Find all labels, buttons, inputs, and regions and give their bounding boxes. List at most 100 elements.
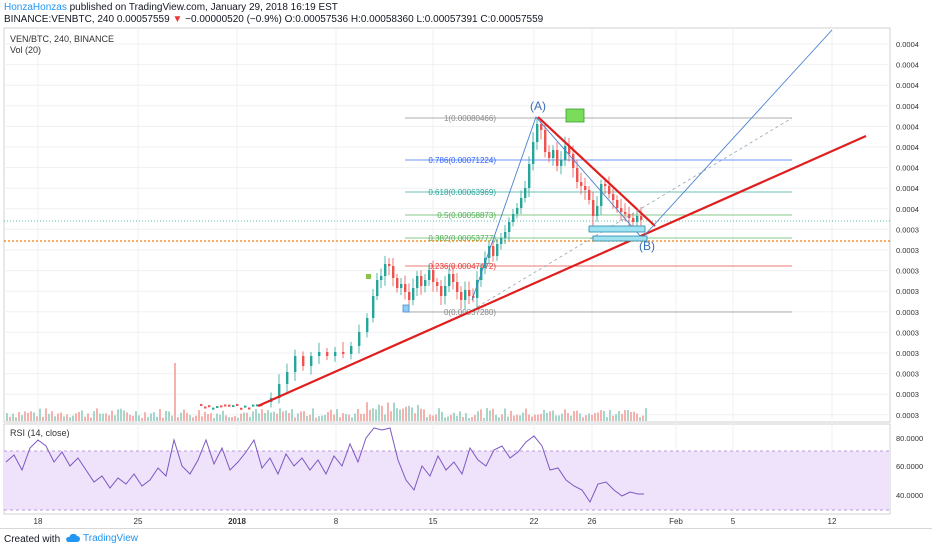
volume-bar <box>72 415 74 421</box>
price-tick-label: 0.0004 <box>896 205 919 214</box>
volume-bar <box>510 410 512 421</box>
time-tick-label: 22 <box>530 517 539 526</box>
volume-bar <box>399 409 401 421</box>
down-arrow-icon: ▼ <box>172 14 183 25</box>
price-tick-label: 0.0004 <box>896 164 919 173</box>
time-tick-label: Feb <box>669 517 683 526</box>
candle-body <box>576 168 579 182</box>
last-price: 0.00057559 <box>116 14 170 25</box>
candle-body <box>512 214 515 222</box>
volume-bar <box>333 414 335 421</box>
zone-box <box>588 225 646 233</box>
volume-bar <box>309 414 311 421</box>
candle-body <box>376 280 379 296</box>
price-tick-label: 0.0003 <box>896 246 919 255</box>
support-trendline <box>257 134 867 408</box>
volume-bar <box>477 411 479 421</box>
volume-bar <box>159 409 161 421</box>
volume-bar <box>285 410 287 421</box>
candle-body <box>286 372 289 384</box>
volume-bar <box>111 410 113 421</box>
candle-body <box>624 212 627 214</box>
price-tick-label: 0.0003 <box>896 411 919 420</box>
volume-bar <box>360 413 362 421</box>
volume-bar <box>465 413 467 421</box>
volume-bar <box>249 416 251 421</box>
volume-bar <box>117 409 119 421</box>
price-tick-label: 0.0004 <box>896 102 919 111</box>
volume-bar <box>489 410 491 421</box>
volume-bar <box>102 413 104 421</box>
volume-bar <box>624 410 626 421</box>
candle-body <box>294 356 297 372</box>
author-link[interactable]: HonzaHonzas <box>4 2 67 13</box>
fib-level-label: 0.236(0.00047472) <box>428 262 496 271</box>
candle-body <box>540 124 543 130</box>
volume-bar <box>639 417 641 421</box>
volume-bar <box>288 412 290 421</box>
candle-body <box>504 232 507 238</box>
volume-bar <box>525 408 527 421</box>
volume-bar <box>459 411 461 421</box>
volume-bar <box>306 415 308 421</box>
tradingview-cloud-icon <box>66 534 80 542</box>
volume-bar <box>504 408 506 421</box>
volume-bar <box>255 408 257 421</box>
volume-bar <box>423 409 425 421</box>
candle-body <box>616 200 619 208</box>
price-tick-label: 0.0003 <box>896 225 919 234</box>
candle-body <box>444 286 447 296</box>
volume-bar <box>345 413 347 421</box>
candle-body <box>366 318 369 332</box>
volume-bar <box>156 416 158 421</box>
rsi-tick-label: 40.0000 <box>896 491 923 500</box>
candle-body <box>408 292 411 300</box>
candle-body <box>596 206 599 216</box>
candle-body <box>508 222 511 232</box>
volume-bar <box>642 415 644 421</box>
candle-body <box>496 244 499 256</box>
volume-bar <box>498 417 500 421</box>
volume-bar <box>24 411 26 421</box>
signal-marker <box>402 304 410 313</box>
volume-bar <box>432 415 434 421</box>
volume-bar <box>27 413 29 421</box>
candle-body <box>536 124 539 142</box>
volume-bar <box>135 411 137 421</box>
candle-body <box>236 404 239 407</box>
footer-bar: Created with TradingView <box>0 528 932 550</box>
wave-projection-line <box>471 29 833 301</box>
volume-bar <box>483 417 485 421</box>
volume-bar <box>114 415 116 421</box>
candle-body <box>556 150 559 166</box>
volume-bar <box>636 413 638 421</box>
volume-bar <box>558 415 560 421</box>
volume-bar <box>201 416 203 421</box>
candle-body <box>278 384 281 398</box>
time-tick-label: 2018 <box>228 517 246 526</box>
price-tick-label: 0.0003 <box>896 308 919 317</box>
volume-bar <box>261 409 263 421</box>
volume-bar <box>492 408 494 421</box>
volume-bar <box>54 416 56 421</box>
volume-bar <box>414 413 416 421</box>
volume-bar <box>381 405 383 421</box>
volume-bar <box>123 410 125 421</box>
volume-label: Vol (20) <box>10 45 42 55</box>
volume-bar <box>213 417 215 421</box>
tradingview-brand[interactable]: TradingView <box>64 533 138 544</box>
volume-bar <box>204 411 206 421</box>
chart-canvas[interactable]: 0.0004 0.0004 0.0004 0.0004 0.0004 0.0004 0.00… <box>0 0 932 528</box>
candle-body <box>424 280 427 286</box>
volume-bar <box>234 416 236 421</box>
volume-bar <box>480 409 482 421</box>
candle-body <box>326 352 329 356</box>
volume-bar <box>216 413 218 421</box>
volume-bar <box>21 415 23 421</box>
rsi-tick-label: 80.0000 <box>896 434 923 443</box>
candle-body <box>240 407 243 410</box>
price-tick-label: 0.0003 <box>896 328 919 337</box>
volume-bar <box>396 408 398 421</box>
volume-bar <box>420 408 422 421</box>
volume-bar <box>294 417 296 421</box>
